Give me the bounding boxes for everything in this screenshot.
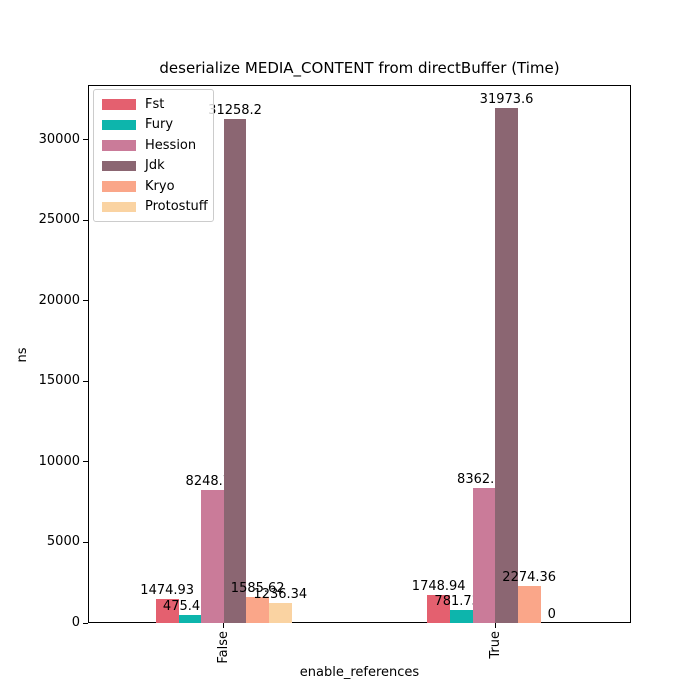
legend-swatch-icon	[102, 119, 136, 130]
plot-area	[88, 85, 631, 623]
bar-hession-false	[201, 490, 224, 623]
bar-fst-true	[427, 594, 450, 623]
legend-item-kryo: Kryo	[94, 176, 213, 197]
x-tick-mark	[494, 623, 496, 628]
y-axis-label: ns	[15, 347, 30, 363]
bar-value-label: 31258.2	[208, 103, 262, 119]
legend-swatch-icon	[102, 160, 136, 171]
bar-value-label: 1585.62	[230, 581, 285, 597]
legend-item-hession: Hession	[94, 135, 213, 156]
bar-value-label: 1474.93	[140, 583, 195, 599]
bar-value-label: 1748.94	[411, 578, 466, 594]
bar-hession-true	[472, 488, 496, 623]
y-tick-mark	[83, 219, 88, 221]
legend-label: Hession	[145, 137, 197, 153]
bar-jdk-false	[223, 119, 247, 623]
x-tick-label: False	[216, 631, 232, 664]
y-tick-label: 25000	[38, 212, 80, 228]
legend-swatch-icon	[102, 181, 136, 192]
x-axis-label: enable_references	[299, 665, 420, 680]
legend-item-fst: Fst	[94, 94, 213, 115]
y-tick-mark	[83, 380, 88, 382]
y-tick-mark	[83, 541, 88, 543]
legend-item-fury: Fury	[94, 115, 213, 136]
bar-kryo-false	[246, 597, 269, 623]
legend-swatch-icon	[102, 140, 136, 151]
bar-protostuff-false	[269, 603, 292, 623]
legend: Fst Fury Hession Jdk Kryo Protostuff	[93, 89, 214, 222]
legend-swatch-icon	[102, 99, 136, 110]
bar-value-label: 31973.6	[479, 91, 534, 107]
bar-kryo-true	[517, 586, 541, 623]
legend-label: Kryo	[145, 178, 175, 194]
bar-jdk-true	[495, 107, 518, 623]
y-tick-label: 10000	[38, 453, 80, 469]
chart-title: deserialize MEDIA_CONTENT from directBuf…	[159, 59, 560, 77]
y-tick-label: 5000	[46, 534, 80, 550]
legend-label: Protostuff	[145, 199, 208, 215]
y-tick-mark	[83, 139, 88, 141]
bar-fury-true	[450, 610, 473, 623]
y-tick-label: 15000	[38, 373, 80, 389]
legend-label: Fury	[145, 117, 174, 133]
bar-fst-false	[155, 599, 179, 623]
x-tick-mark	[223, 623, 225, 628]
legend-label: Jdk	[145, 158, 165, 174]
y-tick-mark	[83, 622, 88, 624]
legend-item-jdk: Jdk	[94, 156, 213, 177]
legend-swatch-icon	[102, 201, 136, 212]
y-tick-label: 0	[71, 615, 80, 630]
x-tick-label: True	[487, 631, 503, 659]
y-tick-mark	[83, 461, 88, 463]
bar-value-label: 2274.36	[502, 570, 557, 586]
bar-fury-false	[178, 615, 202, 623]
y-tick-label: 30000	[38, 131, 80, 147]
y-tick-mark	[83, 300, 88, 302]
legend-label: Fst	[145, 96, 165, 112]
legend-item-protostuff: Protostuff	[94, 197, 213, 218]
bar-value-label: 0	[547, 607, 556, 622]
y-tick-label: 20000	[38, 292, 80, 308]
bar-value-label: 1236.34	[253, 587, 308, 603]
